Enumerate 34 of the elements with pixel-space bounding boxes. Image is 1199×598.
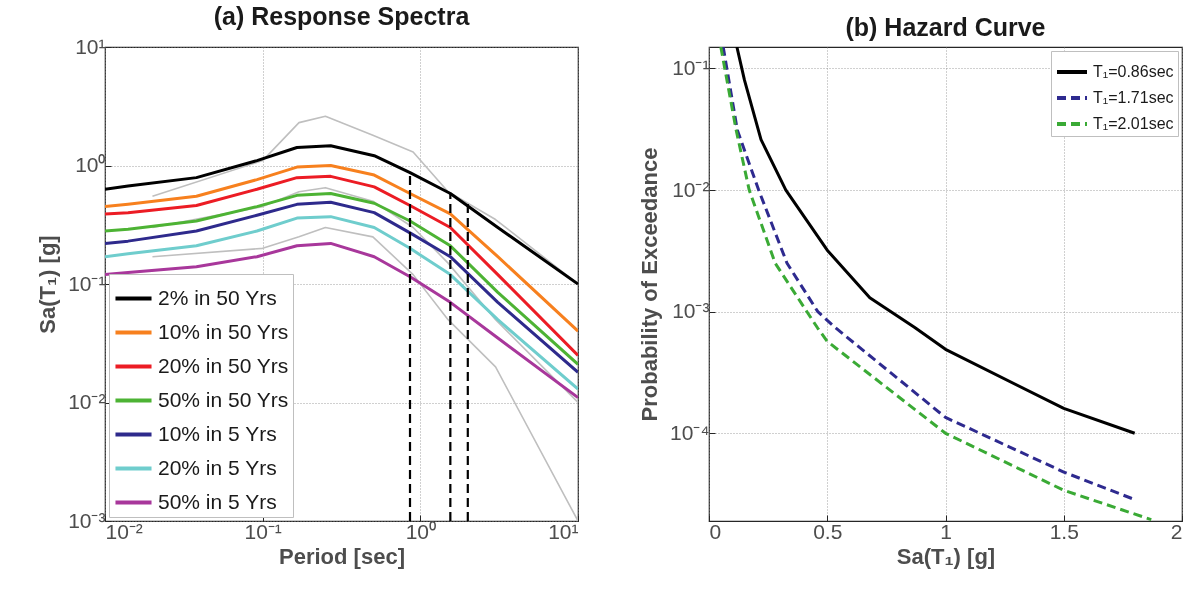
- y-tick-label: 10⁻¹: [68, 271, 106, 295]
- x-axis-title: Sa(T₁) [g]: [896, 543, 996, 569]
- y-tick-label: 10⁻²: [672, 177, 710, 201]
- legend-label: 20% in 5 Yrs: [158, 455, 277, 479]
- y-tick-label: 10⁻¹: [672, 55, 710, 79]
- x-tick-label: 10⁰: [405, 519, 437, 543]
- x-tick-label: 0: [709, 519, 722, 543]
- y-tick-label: 10⁻⁴: [670, 420, 710, 444]
- y-tick-label: 10¹: [75, 34, 106, 58]
- x-tick-label: 1: [940, 519, 952, 543]
- legend-label: 10% in 5 Yrs: [158, 421, 277, 445]
- legend-label: T₁=2.01sec: [1093, 115, 1174, 132]
- y-axis-title: Probability of Exceedance: [637, 147, 663, 422]
- legend-label: 10% in 50 Yrs: [158, 319, 289, 343]
- legend-label: T₁=0.86sec: [1093, 63, 1174, 80]
- x-tick-label: 10¹: [548, 519, 579, 543]
- legend-label: 20% in 50 Yrs: [158, 353, 289, 377]
- legend-label: 50% in 5 Yrs: [158, 489, 277, 513]
- x-tick-label: 0.5: [813, 519, 843, 543]
- y-tick-label: 10⁻³: [68, 508, 106, 532]
- y-tick-label: 10⁰: [75, 153, 106, 176]
- chart-title: (a) Response Spectra: [213, 2, 471, 30]
- legend-label: 50% in 50 Yrs: [158, 387, 289, 411]
- x-tick-label: 10⁻²: [105, 519, 143, 543]
- legend-label: T₁=1.71sec: [1093, 89, 1174, 106]
- y-axis-title: Sa(T₁) [g]: [35, 235, 61, 334]
- y-tick-label: 10⁻²: [68, 390, 106, 413]
- chart-title: (b) Hazard Curve: [845, 13, 1046, 41]
- x-tick-label: 10⁻¹: [244, 519, 282, 543]
- legend-label: 2% in 50 Yrs: [158, 285, 277, 309]
- x-tick-label: 2: [1170, 519, 1183, 543]
- x-axis-title: Period [sec]: [279, 543, 405, 569]
- x-tick-label: 1.5: [1049, 519, 1079, 543]
- y-tick-label: 10⁻³: [672, 299, 710, 323]
